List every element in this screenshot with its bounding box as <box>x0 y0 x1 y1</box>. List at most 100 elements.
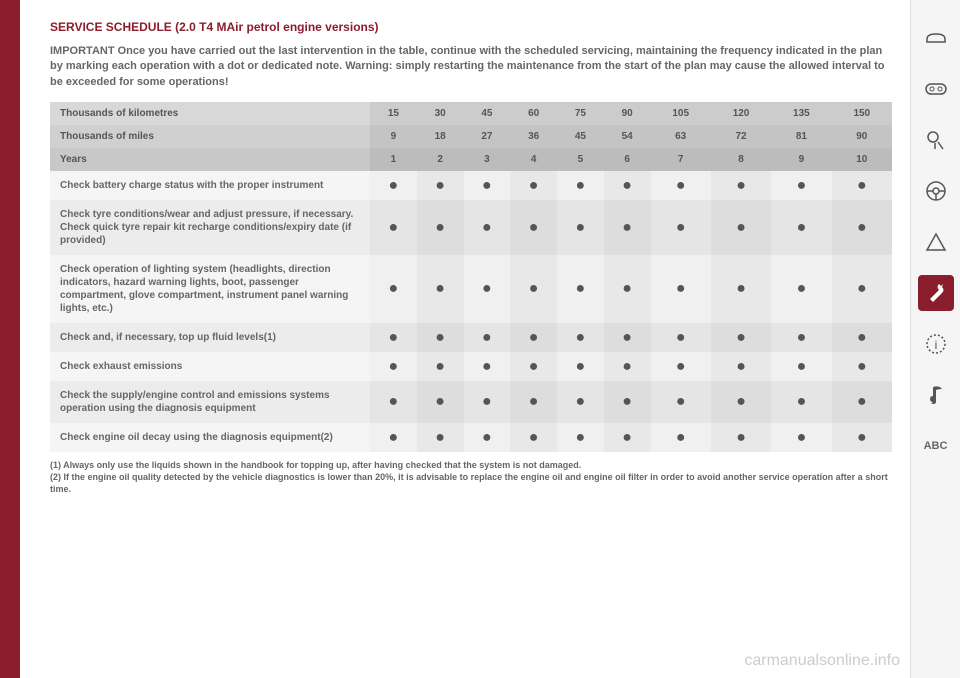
dot-icon: ● <box>622 280 632 297</box>
years-val: 5 <box>557 148 604 171</box>
dot-icon: ● <box>622 393 632 410</box>
dot-icon: ● <box>857 280 867 297</box>
dot-icon: ● <box>529 393 539 410</box>
dot-icon: ● <box>576 280 586 297</box>
check-cell: ● <box>604 200 651 255</box>
check-cell: ● <box>771 381 831 423</box>
table-row: Check operation of lighting system (head… <box>50 255 892 323</box>
check-cell: ● <box>464 381 511 423</box>
check-cell: ● <box>771 200 831 255</box>
watermark: carmanualsonline.info <box>744 652 900 670</box>
music-icon[interactable] <box>918 377 954 413</box>
check-cell: ● <box>771 352 831 381</box>
check-cell: ● <box>604 255 651 323</box>
dot-icon: ● <box>676 219 686 236</box>
header-row-km: Thousands of kilometres 15 30 45 60 75 9… <box>50 102 892 125</box>
page-title: SERVICE SCHEDULE (2.0 T4 MAir petrol eng… <box>50 20 892 34</box>
dot-icon: ● <box>622 219 632 236</box>
km-val: 75 <box>557 102 604 125</box>
dot-icon: ● <box>482 219 492 236</box>
header-row-miles: Thousands of miles 9 18 27 36 45 54 63 7… <box>50 125 892 148</box>
airbag-icon[interactable] <box>918 122 954 158</box>
km-val: 60 <box>510 102 557 125</box>
dot-icon: ● <box>482 280 492 297</box>
table-row: Check and, if necessary, top up fluid le… <box>50 323 892 352</box>
dot-icon: ● <box>529 429 539 446</box>
dot-icon: ● <box>622 358 632 375</box>
footnote-1: (1) Always only use the liquids shown in… <box>50 460 892 472</box>
dot-icon: ● <box>736 358 746 375</box>
dot-icon: ● <box>676 358 686 375</box>
dot-icon: ● <box>435 393 445 410</box>
steering-icon[interactable] <box>918 173 954 209</box>
dot-icon: ● <box>797 393 807 410</box>
years-val: 3 <box>464 148 511 171</box>
km-val: 120 <box>711 102 771 125</box>
check-cell: ● <box>417 255 464 323</box>
row-label: Check exhaust emissions <box>50 352 370 381</box>
check-cell: ● <box>370 381 417 423</box>
info-icon[interactable]: i <box>918 326 954 362</box>
check-cell: ● <box>370 423 417 452</box>
dot-icon: ● <box>435 358 445 375</box>
left-brand-edge <box>0 0 20 678</box>
check-cell: ● <box>370 171 417 200</box>
dashboard-icon[interactable] <box>918 71 954 107</box>
check-cell: ● <box>771 423 831 452</box>
abc-icon[interactable]: ABC <box>918 428 954 464</box>
years-val: 1 <box>370 148 417 171</box>
check-cell: ● <box>711 381 771 423</box>
row-label: Check engine oil decay using the diagnos… <box>50 423 370 452</box>
miles-val: 9 <box>370 125 417 148</box>
years-val: 4 <box>510 148 557 171</box>
check-cell: ● <box>557 381 604 423</box>
dot-icon: ● <box>389 280 399 297</box>
check-cell: ● <box>417 323 464 352</box>
dot-icon: ● <box>576 358 586 375</box>
check-cell: ● <box>557 171 604 200</box>
miles-val: 81 <box>771 125 831 148</box>
miles-val: 72 <box>711 125 771 148</box>
row-label: Check tyre conditions/wear and adjust pr… <box>50 200 370 255</box>
dot-icon: ● <box>622 177 632 194</box>
check-cell: ● <box>370 323 417 352</box>
warning-icon[interactable] <box>918 224 954 260</box>
dot-icon: ● <box>482 177 492 194</box>
check-cell: ● <box>557 423 604 452</box>
dot-icon: ● <box>389 358 399 375</box>
dot-icon: ● <box>736 393 746 410</box>
footnotes: (1) Always only use the liquids shown in… <box>50 460 892 495</box>
check-cell: ● <box>370 255 417 323</box>
check-cell: ● <box>711 255 771 323</box>
dot-icon: ● <box>482 358 492 375</box>
svg-text:i: i <box>934 338 937 352</box>
check-cell: ● <box>510 255 557 323</box>
check-cell: ● <box>464 352 511 381</box>
km-val: 30 <box>417 102 464 125</box>
check-cell: ● <box>604 323 651 352</box>
years-label: Years <box>50 148 370 171</box>
check-cell: ● <box>711 423 771 452</box>
check-cell: ● <box>651 255 711 323</box>
check-cell: ● <box>651 171 711 200</box>
check-cell: ● <box>832 381 892 423</box>
check-cell: ● <box>417 200 464 255</box>
wrench-icon[interactable] <box>918 275 954 311</box>
content-area: SERVICE SCHEDULE (2.0 T4 MAir petrol eng… <box>20 0 910 678</box>
check-cell: ● <box>464 200 511 255</box>
check-cell: ● <box>651 352 711 381</box>
dot-icon: ● <box>736 329 746 346</box>
car-icon[interactable] <box>918 20 954 56</box>
dot-icon: ● <box>435 429 445 446</box>
years-val: 2 <box>417 148 464 171</box>
dot-icon: ● <box>389 329 399 346</box>
table-row: Check tyre conditions/wear and adjust pr… <box>50 200 892 255</box>
dot-icon: ● <box>576 393 586 410</box>
check-cell: ● <box>370 352 417 381</box>
check-cell: ● <box>832 255 892 323</box>
check-cell: ● <box>604 381 651 423</box>
check-cell: ● <box>651 323 711 352</box>
check-cell: ● <box>832 200 892 255</box>
sidebar-nav: i ABC <box>910 0 960 678</box>
dot-icon: ● <box>857 429 867 446</box>
